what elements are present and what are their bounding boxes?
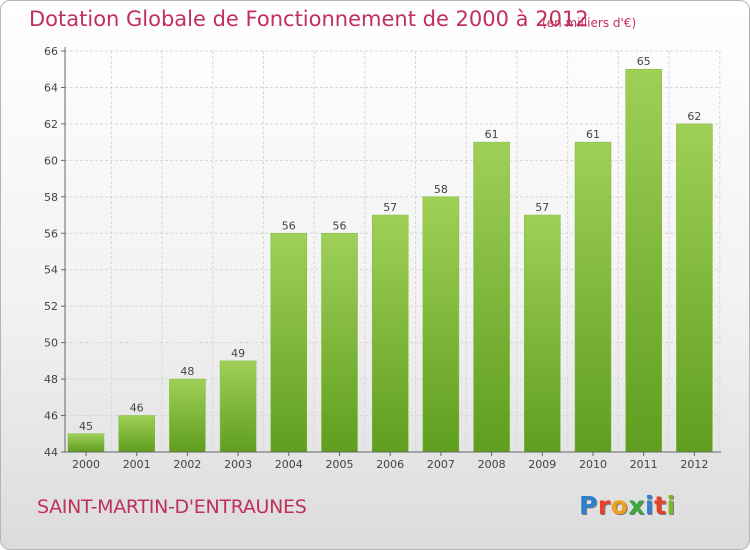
x-tick-label: 2006: [376, 458, 404, 471]
bar-2011: [625, 68, 662, 453]
data-label: 56: [333, 219, 347, 232]
y-tick-label: 50: [44, 337, 58, 350]
gridlines: [65, 50, 721, 453]
x-tick-label: 2011: [630, 458, 658, 471]
bar-2004: [270, 233, 308, 453]
y-tick-label: 48: [44, 373, 58, 386]
x-tick-label: 2008: [478, 458, 506, 471]
chart-title: Dotation Globale de Fonctionnement de 20…: [29, 7, 589, 31]
data-label: 57: [383, 201, 397, 214]
bar-2008: [473, 141, 510, 453]
y-tick-label: 58: [44, 191, 58, 204]
x-tick-label: 2010: [579, 458, 607, 471]
bar-2010: [574, 141, 612, 453]
data-label: 56: [282, 219, 296, 232]
commune-name: SAINT-MARTIN-D'ENTRAUNES: [37, 496, 307, 518]
x-tick-label: 2012: [680, 458, 708, 471]
bar-2001: [118, 415, 155, 453]
logo-letter: i: [645, 491, 655, 520]
y-tick-label: 66: [44, 45, 58, 58]
bars: 45 46 48 49 56 56 57 58 61 57 61 65 62: [67, 55, 713, 453]
bar-2009: [524, 214, 561, 453]
y-tick-label: 62: [44, 118, 58, 131]
chart-unit-note: (en milliers d'€): [542, 16, 637, 30]
logo-letter: i: [666, 491, 676, 520]
x-tick-label: 2002: [173, 458, 201, 471]
bar-2007: [422, 196, 460, 453]
data-label: 45: [79, 420, 93, 433]
bar-2003: [219, 360, 257, 453]
x-tick-label: 2007: [427, 458, 455, 471]
x-tick-label: 2001: [123, 458, 151, 471]
data-label: 58: [434, 183, 448, 196]
x-tick-label: 2003: [224, 458, 252, 471]
y-tick-label: 60: [44, 154, 58, 167]
y-tick-label: 54: [44, 264, 58, 277]
y-tick-label: 46: [44, 410, 58, 423]
logo-letter: o: [610, 491, 629, 520]
data-label: 65: [637, 55, 651, 68]
data-label: 62: [687, 110, 701, 123]
logo-letter: t: [654, 491, 667, 520]
logo-letter: P: [579, 491, 598, 520]
data-label: 48: [180, 365, 194, 378]
data-label: 61: [586, 128, 600, 141]
data-label: 49: [231, 347, 245, 360]
bar-2005: [321, 233, 358, 453]
bar-2012: [676, 123, 713, 453]
proxiti-logo: Proxiti: [579, 491, 676, 520]
axes: 44 46 48 50 52 54 56 58 60 62 64 66 2000 2001 2002 2003…: [44, 45, 721, 471]
data-label: 46: [130, 402, 144, 415]
y-tick-label: 44: [44, 446, 58, 459]
data-label: 61: [485, 128, 499, 141]
data-label: 57: [535, 201, 549, 214]
x-tick-label: 2005: [326, 458, 354, 471]
bar-2006: [371, 214, 409, 453]
y-tick-label: 52: [44, 300, 58, 313]
logo-letter: x: [628, 491, 645, 520]
logo-letter: r: [597, 491, 611, 520]
bar-2002: [169, 378, 206, 453]
x-tick-label: 2004: [275, 458, 303, 471]
x-tick-label: 2000: [72, 458, 100, 471]
y-tick-label: 56: [44, 227, 58, 240]
y-tick-label: 64: [44, 81, 58, 94]
x-tick-label: 2009: [528, 458, 556, 471]
bar-2000: [67, 433, 105, 453]
